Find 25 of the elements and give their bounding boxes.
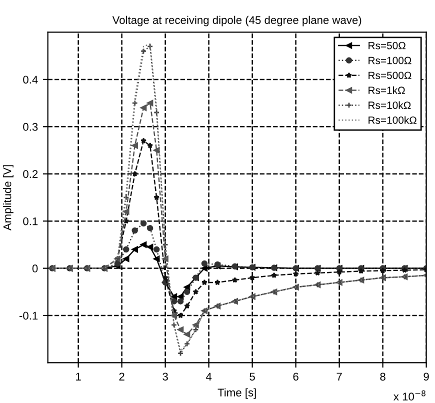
y-tick-label: 0.4 xyxy=(23,76,38,84)
legend-label: Rs=50Ω xyxy=(368,42,406,50)
legend-label: Rs=100Ω xyxy=(368,56,412,64)
y-tick-label: 0.2 xyxy=(23,170,38,178)
legend-label: Rs=100kΩ xyxy=(368,116,416,124)
x-axis-title: Time [s] xyxy=(218,388,256,399)
y-tick-label: 0 xyxy=(32,264,38,272)
x-tick-label: 2 xyxy=(119,372,124,380)
x-tick-label: 7 xyxy=(336,372,342,380)
x-tick-label: 3 xyxy=(162,372,168,381)
legend-label: Rs=10kΩ xyxy=(368,101,411,109)
y-tick-label: 0.3 xyxy=(23,122,38,131)
x-tick-label: 6 xyxy=(293,372,298,381)
text: x 10$^{−8}$ xyxy=(394,390,426,401)
y-tick-label: 0.1 xyxy=(23,217,38,226)
legend-label: Rs=500Ω xyxy=(368,72,412,80)
x-tick-label: 1 xyxy=(76,372,81,380)
y-tick-label: -0.1 xyxy=(19,312,38,320)
x-tick-label: 4 xyxy=(206,372,212,380)
y-axis-title: Amplitude [V] xyxy=(3,165,14,230)
x-tick-label: 8 xyxy=(380,372,386,381)
x-tick-label: 5 xyxy=(250,372,255,381)
chart-title: Voltage at receiving dipole (45 degree plane wave) xyxy=(112,16,362,26)
legend-label: Rs=1kΩ xyxy=(368,86,405,94)
x-tick-label: 9 xyxy=(424,372,429,381)
